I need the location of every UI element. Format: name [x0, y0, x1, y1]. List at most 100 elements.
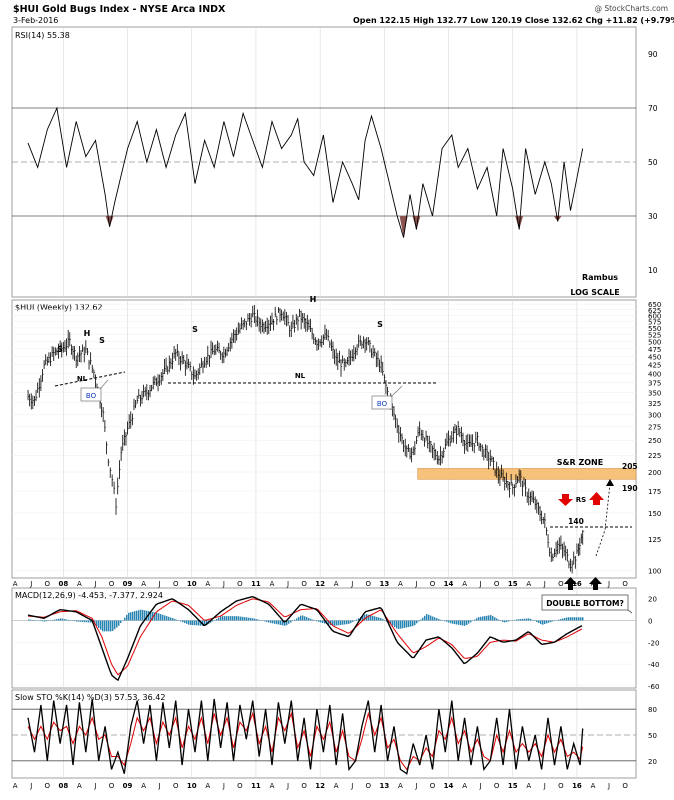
macd-hist-bar	[478, 617, 480, 621]
macd-hist-bar	[514, 619, 516, 621]
macd-hist-bar	[544, 620, 546, 625]
macd-hist-bar	[162, 614, 164, 621]
black-up-arrow-1-icon	[564, 577, 577, 590]
macd-hist-bar	[416, 620, 418, 624]
macd-hist-bar	[62, 618, 64, 621]
macd-hist-bar	[352, 620, 354, 622]
macd-hist-bar	[572, 617, 574, 621]
macd-hist-bar	[246, 617, 248, 621]
macd-hist-bar	[410, 620, 412, 627]
macd-hist-bar	[468, 620, 470, 624]
macd-hist-bar	[460, 620, 462, 626]
macd-hist-bar	[414, 620, 416, 626]
macd-hist-bar	[452, 620, 454, 624]
macd-hist-bar	[394, 620, 396, 628]
macd-hist-bar	[240, 616, 242, 621]
macd-hist-bar	[184, 620, 186, 624]
macd-hist-bar	[116, 620, 118, 628]
bottom-x-tick-label: A	[334, 782, 339, 790]
macd-hist-bar	[578, 617, 580, 621]
macd-hist-bar	[532, 619, 534, 621]
price-x-tick-label: A	[462, 580, 467, 588]
macd-hist-bar	[244, 617, 246, 621]
macd-hist-bar	[198, 620, 200, 626]
macd-hist-bar	[334, 620, 336, 626]
price-x-tick-label: O	[173, 580, 179, 588]
price-x-tick-label: O	[558, 580, 564, 588]
macd-hist-bar	[254, 618, 256, 621]
rsi-legend: RSI(14) 55.38	[15, 31, 70, 40]
macd-hist-bar	[438, 619, 440, 621]
rsi-oversold-fill	[105, 216, 562, 238]
right-shoulder-label: RS	[576, 496, 586, 504]
price-x-tick-label: J	[222, 580, 225, 588]
macd-hist-bar	[230, 616, 232, 621]
macd-hist-bar	[272, 620, 274, 624]
macd-hist-bar	[412, 620, 414, 627]
macd-hist-bar	[142, 609, 144, 621]
macd-hist-bar	[346, 620, 348, 625]
macd-hist-bar	[248, 617, 250, 621]
macd-hist-bar	[228, 616, 230, 621]
macd-hist-bar	[144, 610, 146, 621]
price-x-tick-label: A	[526, 580, 531, 588]
price-x-tick-label: O	[45, 580, 51, 588]
price-tick-label: 500	[648, 339, 661, 347]
macd-hist-bar	[528, 618, 530, 621]
macd-hist-bar	[112, 620, 114, 631]
bottom-x-tick-label: J	[158, 782, 161, 790]
macd-hist-bar	[496, 618, 498, 621]
macd-hist-bar	[242, 616, 244, 621]
macd-hist-bar	[134, 611, 136, 621]
macd-line	[27, 595, 583, 682]
price-tick-label: 425	[648, 362, 661, 370]
macd-hist-bar	[104, 620, 106, 632]
price-x-tick-label: 10	[187, 580, 197, 588]
macd-hist-bar	[96, 620, 98, 627]
macd-hist-bar	[86, 620, 88, 623]
macd-hist-bar	[44, 620, 46, 622]
bottom-x-tick-label: O	[237, 782, 243, 790]
macd-hist-bar	[188, 620, 190, 625]
macd-hist-bar	[54, 619, 56, 621]
macd-hist-bar	[400, 620, 402, 629]
macd-hist-bar	[538, 620, 540, 624]
rsi-tick-label: 70	[648, 104, 658, 113]
macd-hist-bar	[180, 620, 182, 622]
macd-hist-bar	[454, 620, 456, 625]
price-x-tick-label: J	[350, 580, 353, 588]
macd-hist-bar	[270, 620, 272, 623]
macd-hist-bar	[494, 617, 496, 621]
sto-panel-frame	[11, 689, 637, 779]
macd-hist-bar	[340, 620, 342, 625]
macd-hist-bar	[312, 619, 314, 621]
macd-hist-bar	[336, 620, 338, 626]
bottom-x-tick-label: O	[494, 782, 500, 790]
macd-hist-bar	[160, 614, 162, 621]
macd-hist-bar	[268, 620, 270, 623]
macd-hist-bar	[484, 616, 486, 621]
price-x-tick-label: 08	[58, 580, 68, 588]
macd-hist-bar	[220, 616, 222, 621]
bottom-x-tick-label: A	[462, 782, 467, 790]
macd-hist-bar	[408, 620, 410, 627]
macd-hist-bar	[382, 618, 384, 621]
macd-hist-bar	[60, 618, 62, 621]
bottom-x-tick-label: J	[543, 782, 546, 790]
macd-hist-bar	[574, 617, 576, 621]
bottom-x-tick-label: J	[479, 782, 482, 790]
macd-hist-bar	[78, 620, 80, 622]
macd-hist-bar	[290, 620, 292, 623]
macd-tick-label: -40	[648, 661, 659, 669]
macd-hist-bar	[518, 619, 520, 621]
macd-hist-bar	[522, 618, 524, 621]
bottom-x-tick-label: A	[141, 782, 146, 790]
price-x-tick-label: O	[109, 580, 115, 588]
macd-hist-bar	[520, 619, 522, 621]
macd-hist-bar	[82, 620, 84, 622]
macd-hist-bar	[338, 620, 340, 626]
macd-hist-bar	[256, 619, 258, 621]
macd-hist-bar	[176, 619, 178, 621]
macd-tick-label: 20	[648, 596, 657, 604]
macd-hist-bar	[102, 620, 104, 632]
